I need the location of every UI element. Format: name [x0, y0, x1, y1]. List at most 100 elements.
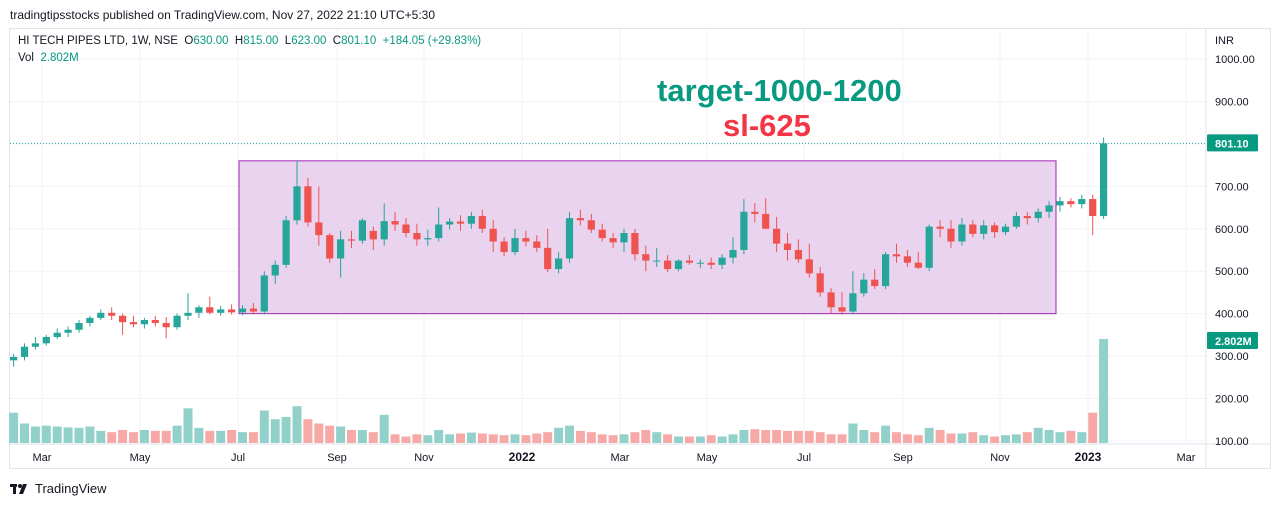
candle: [97, 309, 105, 321]
volume-bar: [554, 427, 564, 443]
currency-label: INR: [1215, 35, 1234, 47]
candle-body: [358, 220, 366, 241]
candle-body: [882, 254, 890, 287]
candle: [129, 315, 138, 328]
tradingview-logo-icon[interactable]: [10, 483, 30, 495]
last-price-tag: 801.10: [1207, 134, 1258, 152]
x-tick-label: Nov: [990, 452, 1010, 464]
candle: [947, 220, 955, 248]
candle: [413, 223, 421, 246]
volume-bar: [793, 430, 803, 443]
symbol-label: HI TECH PIPES LTD, 1W, NSE: [18, 35, 178, 47]
y-tick-label: 200.00: [1215, 394, 1249, 406]
candle-body: [20, 346, 29, 357]
volume-bar: [979, 435, 989, 443]
candle-body: [533, 241, 541, 248]
volume-bar: [303, 419, 313, 443]
volume-tag-bg: [1207, 332, 1258, 349]
candle-body: [565, 218, 574, 259]
candle: [1012, 211, 1020, 229]
candle: [522, 230, 530, 247]
footer-brand: TradingView: [35, 481, 107, 496]
y-tick-label: 300.00: [1215, 351, 1249, 363]
volume-bar: [652, 432, 662, 443]
x-tick-label: Mar: [33, 452, 52, 464]
candle: [969, 220, 977, 238]
candle-body: [892, 254, 901, 257]
candle: [206, 296, 214, 315]
candle-body: [1067, 201, 1075, 205]
candle: [533, 235, 541, 253]
volume-bar: [466, 432, 476, 443]
candle: [1089, 194, 1097, 236]
volume-bar: [172, 425, 182, 443]
volume-bar: [161, 430, 171, 443]
volume-bar: [565, 425, 574, 443]
volume-bar: [935, 430, 945, 443]
candle: [347, 230, 356, 248]
candle: [86, 315, 94, 327]
candle-body: [478, 216, 486, 229]
volume-bar: [150, 430, 160, 443]
x-tick-label: Jul: [231, 452, 245, 464]
candle-body: [1078, 199, 1086, 205]
volume-bars: [9, 339, 1109, 443]
candle: [882, 252, 890, 290]
volume-label: Vol: [18, 52, 34, 64]
volume-bar: [368, 432, 378, 443]
candle: [642, 245, 650, 272]
candle: [838, 292, 846, 315]
candle: [173, 313, 181, 330]
candle: [446, 218, 454, 230]
chart-frame: [9, 28, 1271, 469]
target-annotation: target-1000-1200: [657, 73, 902, 108]
volume-bar: [532, 433, 542, 443]
candle-body: [217, 309, 225, 313]
volume-bar: [663, 434, 673, 443]
volume-bar: [325, 425, 335, 443]
volume-bar: [957, 433, 967, 443]
volume-bar: [913, 435, 923, 443]
volume-bar: [1055, 432, 1065, 443]
candle: [1056, 196, 1064, 212]
volume-bar: [1099, 339, 1109, 443]
volume-bar: [521, 435, 531, 443]
candle: [783, 233, 792, 261]
volume-bar: [259, 410, 269, 443]
candle: [544, 228, 552, 273]
y-axis-labels: INR1000.00900.00800.00700.00600.00500.00…: [1215, 35, 1255, 448]
volume-bar: [74, 427, 84, 443]
candle-body: [413, 233, 421, 240]
candle-body: [249, 308, 257, 312]
candle-body: [140, 320, 148, 325]
volume-bar: [946, 433, 956, 443]
candle-body: [402, 224, 410, 234]
x-tick-label: Jul: [797, 452, 811, 464]
candle: [293, 160, 301, 225]
volume-bar: [499, 435, 509, 443]
volume-bar: [674, 436, 683, 443]
candle: [53, 328, 61, 340]
volume-legend: Vol 2.802M: [18, 52, 79, 64]
candle: [75, 320, 83, 333]
candle: [1034, 208, 1042, 223]
volume-bar: [357, 430, 367, 443]
candle: [576, 209, 584, 226]
candle-body: [816, 273, 824, 293]
candle-body: [195, 307, 203, 313]
volume-bar: [139, 430, 149, 443]
candle: [664, 255, 672, 273]
candle-body: [849, 293, 857, 312]
x-tick-label: May: [697, 452, 718, 464]
x-tick-label: Mar: [611, 452, 630, 464]
candle-body: [631, 233, 639, 255]
footer: TradingView: [10, 481, 107, 496]
volume-bar: [445, 434, 455, 443]
candle-body: [489, 228, 497, 242]
candle-body: [794, 249, 802, 260]
y-tick-label: 700.00: [1215, 181, 1249, 193]
candle-body: [53, 332, 61, 337]
volume-bar: [205, 430, 215, 443]
volume-bar: [848, 423, 858, 443]
